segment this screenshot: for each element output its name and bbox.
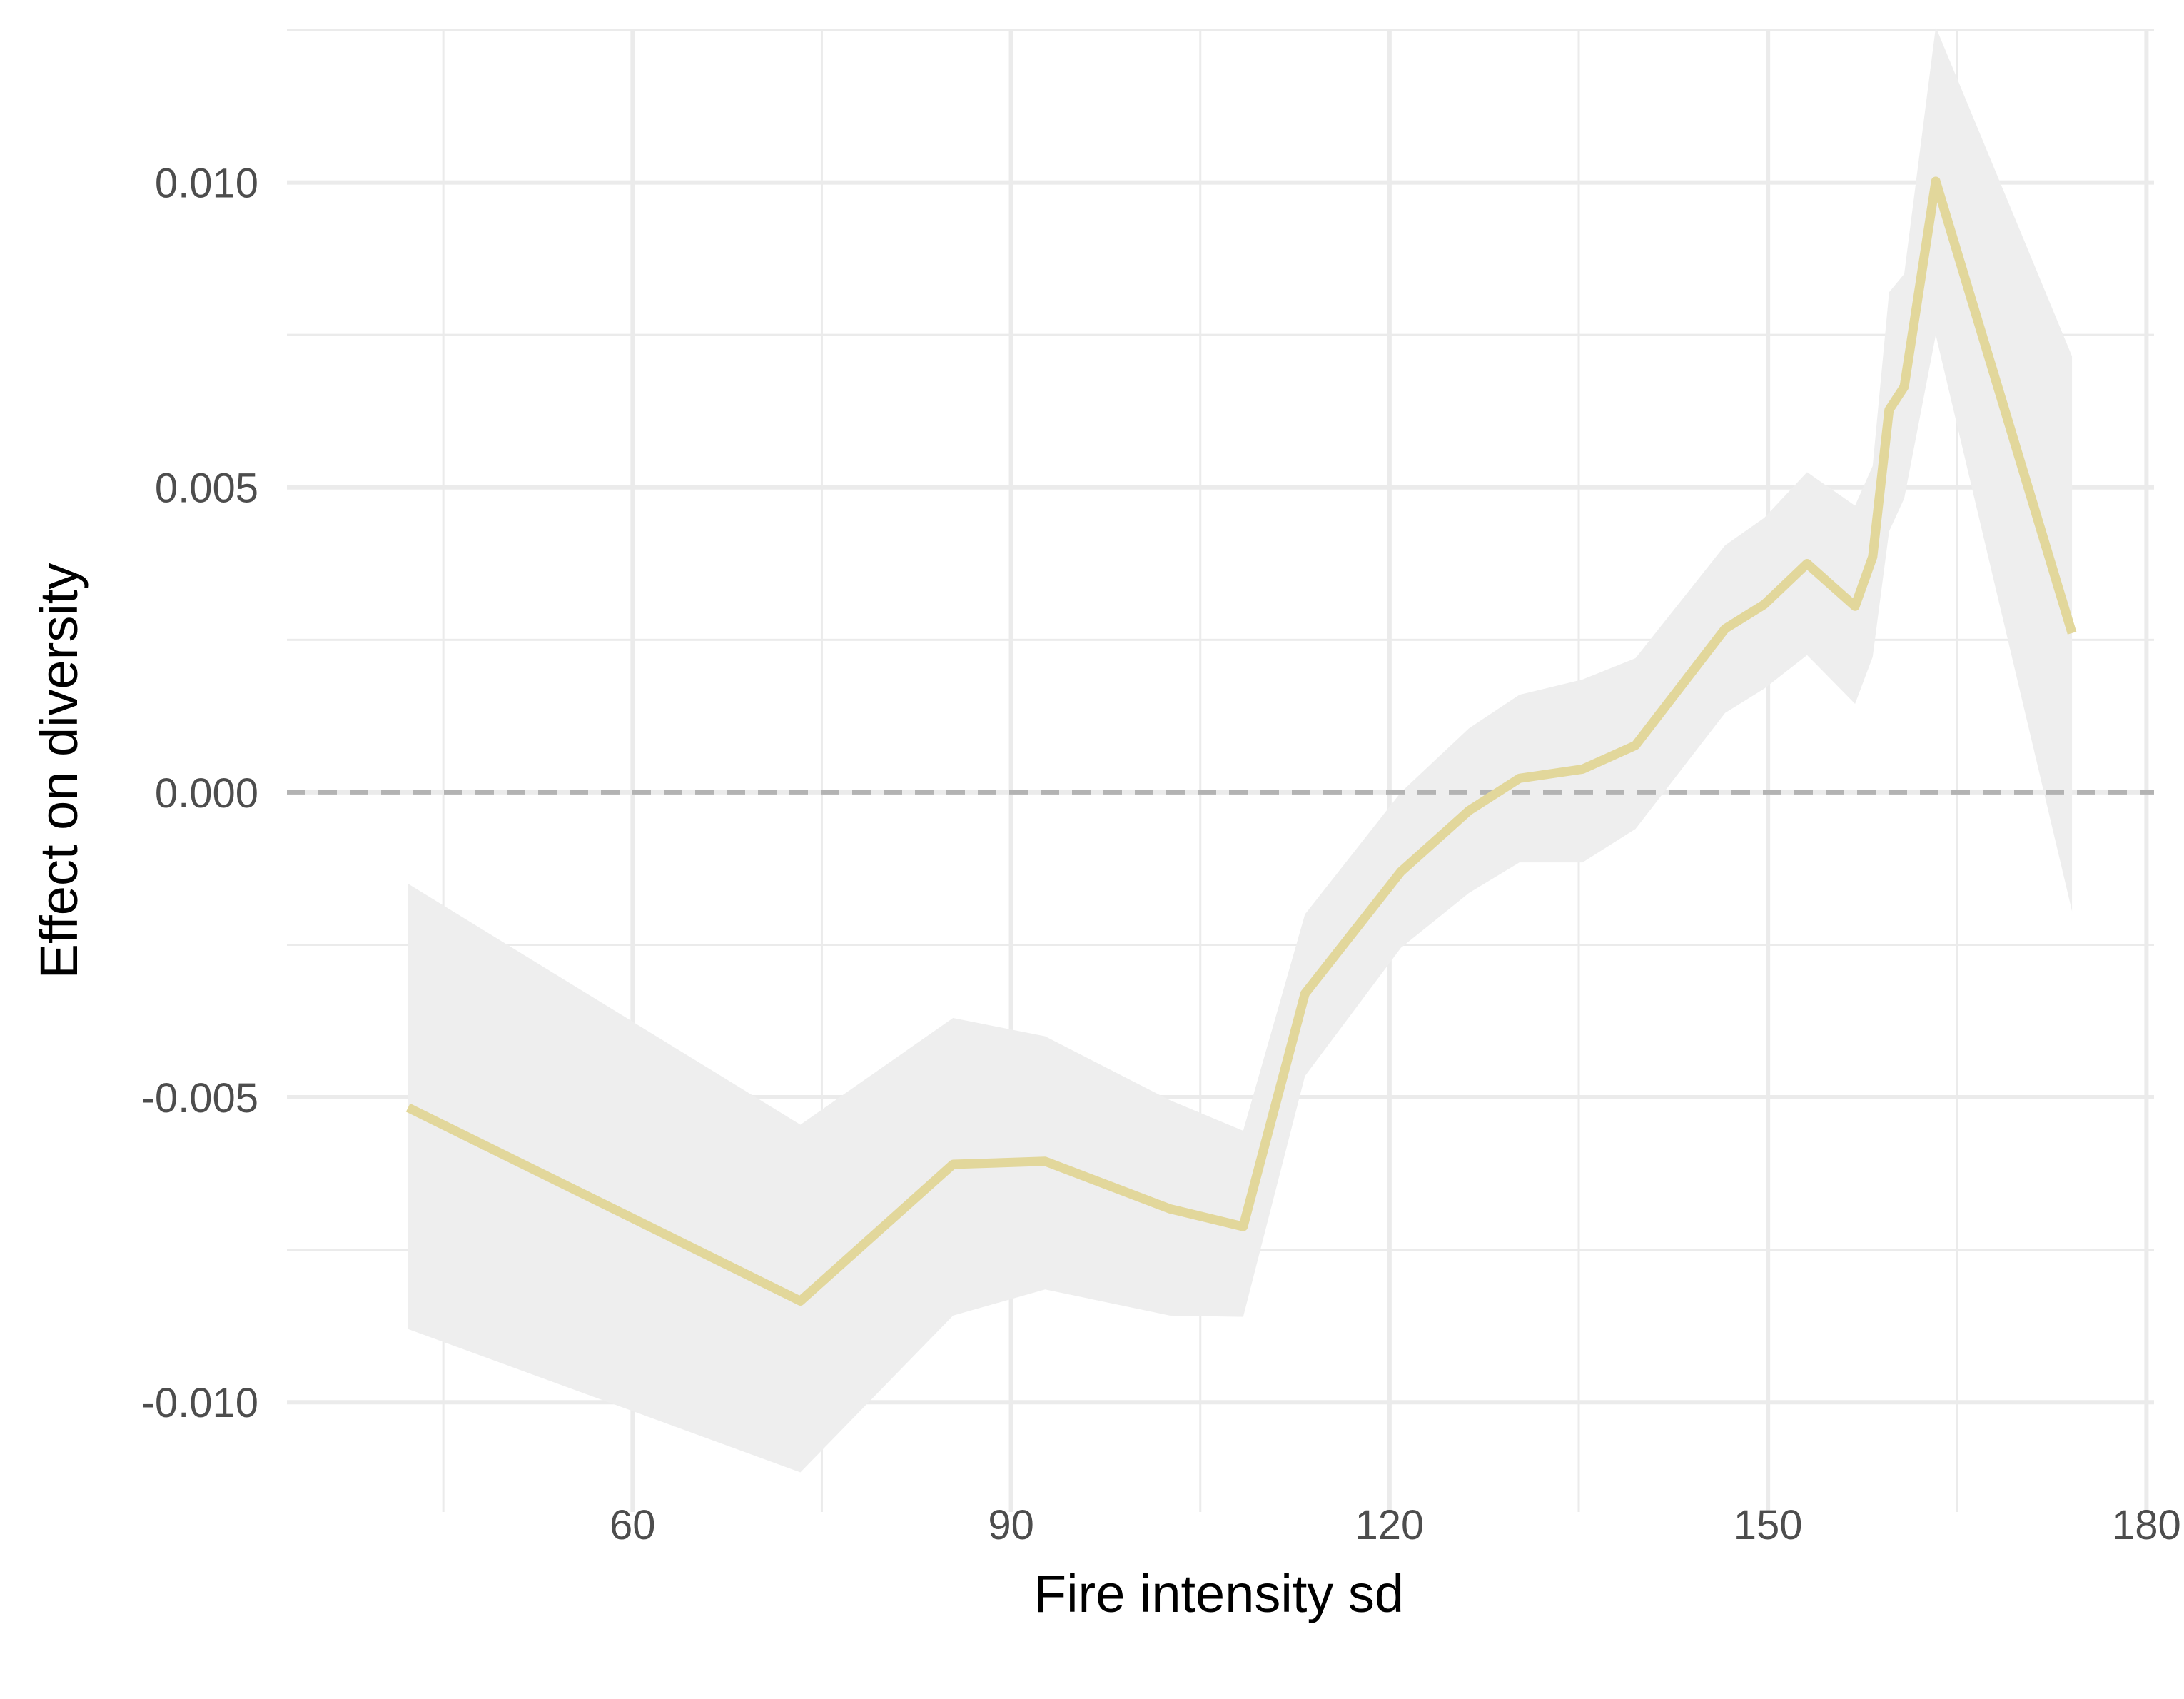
y-axis-title: Effect on diversity [29, 563, 89, 979]
x-tick-label: 60 [610, 1502, 656, 1548]
y-tick-label: -0.010 [141, 1380, 258, 1426]
series-line [405, 176, 2077, 1306]
effect-line [405, 176, 2077, 1306]
x-tick-label: 180 [2112, 1502, 2181, 1548]
y-tick-label: -0.005 [141, 1075, 258, 1121]
confidence-ribbon [408, 26, 2073, 1473]
y-axis-ticks: -0.010 -0.005 0.000 0.005 0.010 [141, 161, 258, 1427]
y-tick-label: 0.005 [155, 465, 258, 512]
x-axis-title: Fire intensity sd [1034, 1564, 1404, 1623]
x-tick-label: 150 [1734, 1502, 1803, 1548]
y-tick-label: 0.010 [155, 161, 258, 207]
x-tick-label: 120 [1355, 1502, 1424, 1548]
x-axis-ticks: 60 90 120 150 180 [610, 1502, 2181, 1548]
y-tick-label: 0.000 [155, 770, 258, 817]
confidence-band [408, 26, 2073, 1473]
x-tick-label: 90 [988, 1502, 1034, 1548]
